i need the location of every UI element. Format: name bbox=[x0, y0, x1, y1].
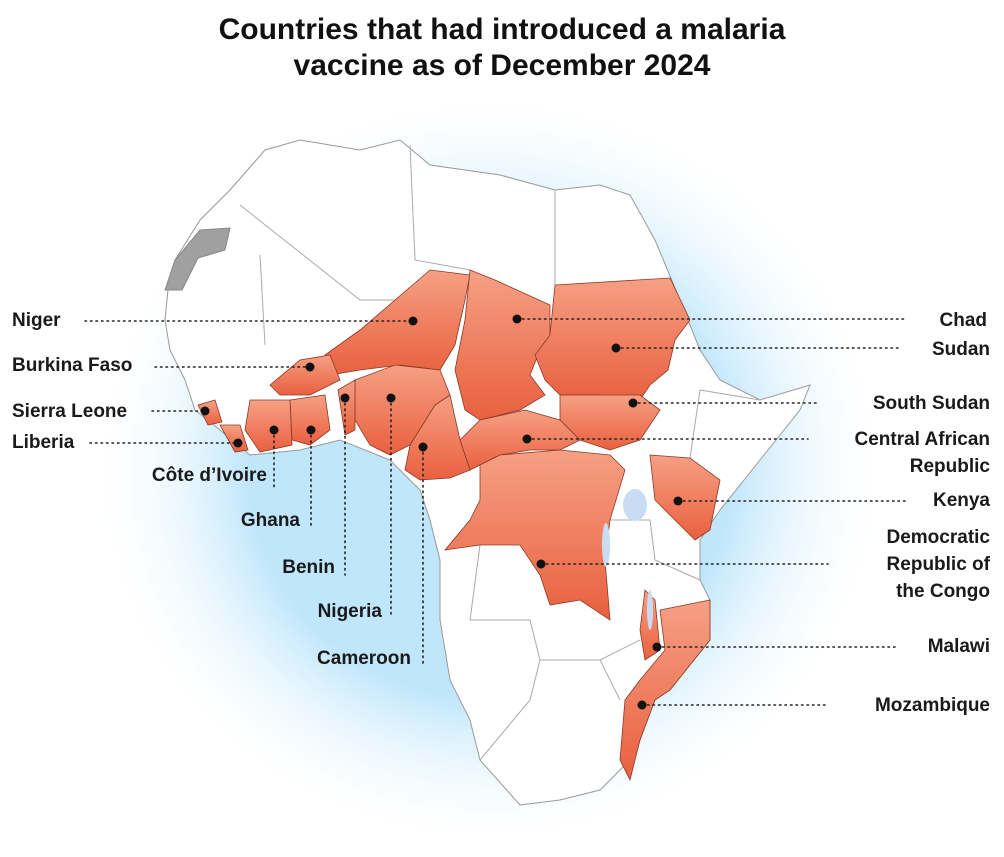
country-dot bbox=[305, 362, 315, 372]
country-dot bbox=[200, 406, 210, 416]
country-label: Cameroon bbox=[317, 648, 411, 669]
country-dot bbox=[418, 442, 428, 452]
country-label: Burkina Faso bbox=[12, 355, 133, 376]
country-label: Mozambique bbox=[874, 695, 990, 716]
country-dot bbox=[233, 438, 243, 448]
country-dot bbox=[673, 496, 683, 506]
country-label: Malawi bbox=[927, 636, 990, 657]
title-line: vaccine as of December 2024 bbox=[293, 49, 711, 82]
country-label: Ghana bbox=[240, 510, 300, 531]
country-label: Côte d’Ivoire bbox=[151, 465, 267, 486]
title: Countries that had introduced a malaria … bbox=[0, 12, 1004, 84]
country-label: Sierra Leone bbox=[12, 401, 128, 422]
country-dot bbox=[611, 343, 621, 353]
country-label: Sudan bbox=[931, 339, 990, 360]
country-dot bbox=[269, 425, 279, 435]
title-line: Countries that had introduced a malaria bbox=[218, 13, 786, 46]
country-dot bbox=[522, 434, 532, 444]
western-sahara bbox=[164, 227, 231, 291]
country-label: Chad bbox=[939, 310, 988, 331]
country-dot bbox=[340, 393, 350, 403]
highlighted-countries bbox=[197, 269, 721, 782]
lakes bbox=[602, 489, 653, 630]
country-label: Central African Republic bbox=[854, 429, 991, 477]
country-label: Democratic Republic of the Congo bbox=[886, 527, 991, 602]
country-dot bbox=[386, 393, 396, 403]
country-label: Benin bbox=[282, 557, 335, 578]
country-dot bbox=[652, 642, 662, 652]
country-label: Niger bbox=[12, 310, 61, 331]
country-dot bbox=[628, 398, 638, 408]
borders bbox=[239, 144, 761, 761]
country-dot bbox=[306, 425, 316, 435]
country-label: Nigeria bbox=[317, 601, 382, 622]
country-label: South Sudan bbox=[872, 393, 990, 414]
country-label: Kenya bbox=[932, 490, 990, 511]
country-label: Liberia bbox=[12, 432, 75, 453]
country-dot bbox=[637, 700, 647, 710]
country-dot bbox=[408, 316, 418, 326]
country-dot bbox=[512, 314, 522, 324]
country-dot bbox=[536, 559, 546, 569]
